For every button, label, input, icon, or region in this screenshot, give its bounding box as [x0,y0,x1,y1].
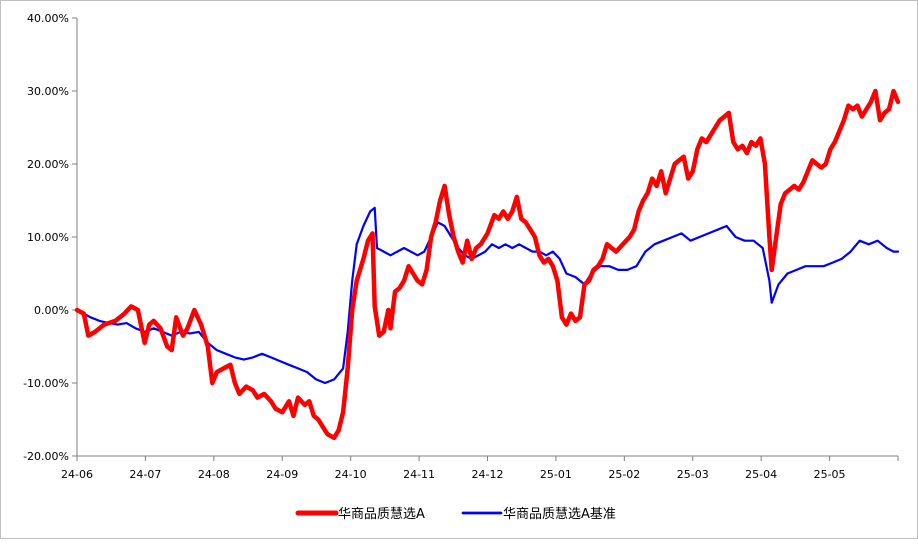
y-tick-label: 40.00% [27,12,69,25]
x-tick-label: 25-02 [608,468,640,481]
x-axis: 24-06 24-07 24-08 24-09 24-10 24-11 24-12 25-01… [61,455,899,481]
x-tick-label: 24-07 [129,468,161,481]
legend-label-2: 华商品质慧选A基准 [503,506,616,522]
y-tick-label: 20.00% [27,158,69,171]
y-tick-label: -20.00% [23,450,69,463]
x-tick-label: 24-10 [335,468,367,481]
x-tick-label: 25-03 [677,468,709,481]
x-tick-label: 25-05 [814,468,846,481]
legend-label-1: 华商品质慧选A [338,506,425,522]
legend: 华商品质慧选A 华商品质慧选A基准 [295,506,616,522]
y-tick-label: -10.00% [23,377,69,390]
y-axis: -20.00% -10.00% 0.00% 10.00% 20.00% 30.00% 40.… [23,12,78,463]
x-tick-label: 24-09 [266,468,298,481]
series-layer [74,88,901,441]
y-tick-label: 10.00% [27,231,69,244]
y-tick-label: 30.00% [27,85,69,98]
series-line-2 [75,206,900,385]
x-tick-label: 24-06 [61,468,93,481]
x-tick-label: 24-12 [472,468,504,481]
series-line-1 [74,88,901,441]
x-tick-label: 24-11 [403,468,435,481]
y-tick-label: 0.00% [34,304,69,317]
x-tick-label: 25-01 [540,468,572,481]
x-tick-label: 24-08 [198,468,230,481]
x-tick-label: 25-04 [745,468,777,481]
